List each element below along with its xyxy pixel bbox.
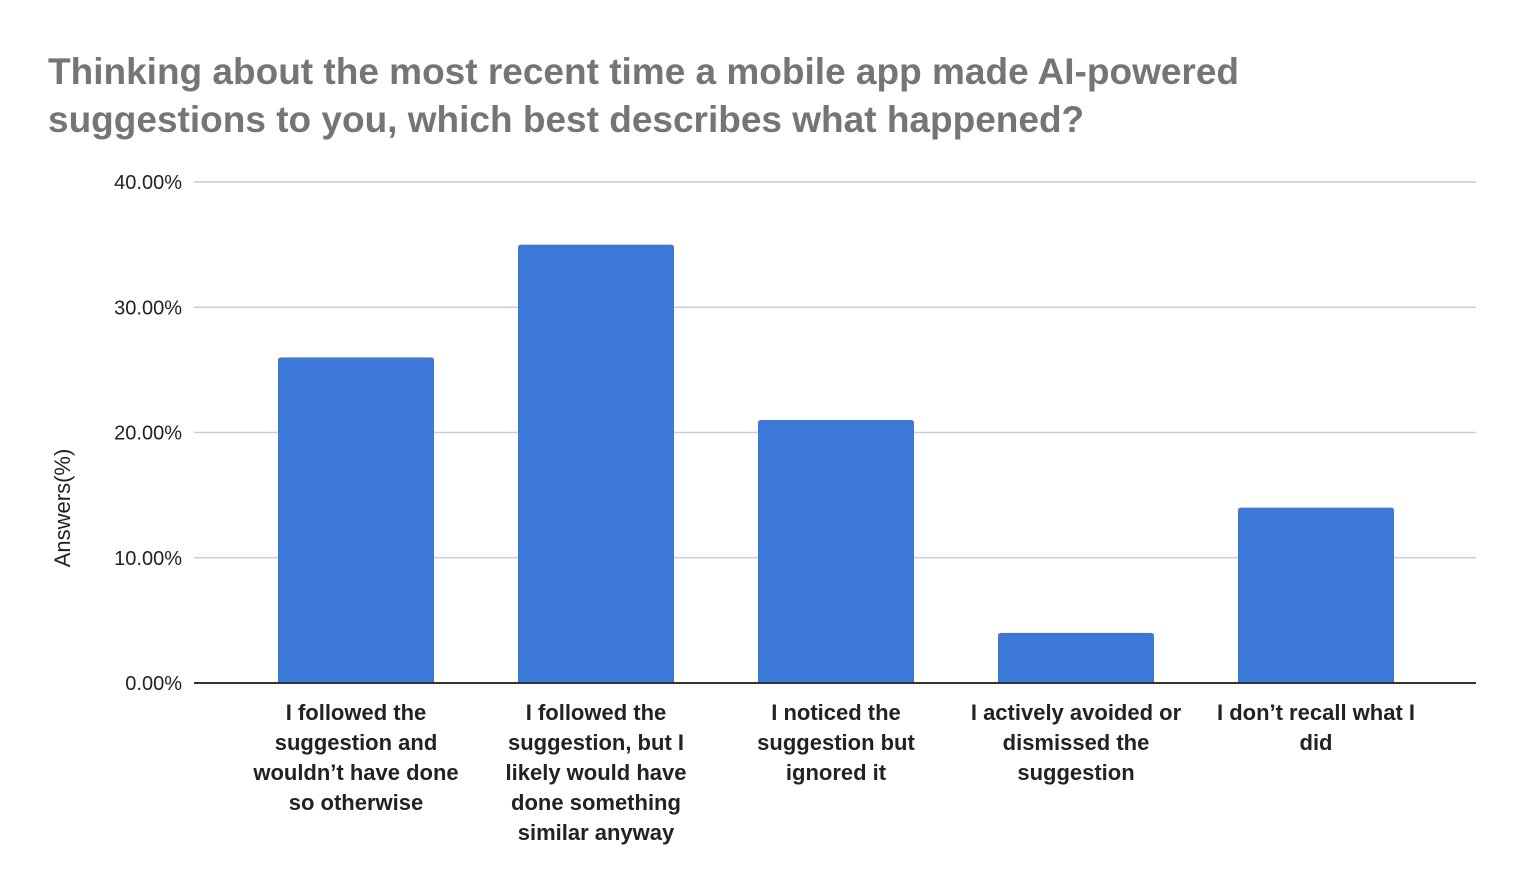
bar <box>998 632 1154 683</box>
y-tick-label: 20.00% <box>114 423 182 445</box>
x-tick-label: ignored it <box>786 760 887 785</box>
chart-title: Thinking about the most recent time a mo… <box>48 51 1240 140</box>
x-tick-label: I followed the <box>526 700 667 725</box>
x-tick-label: did <box>1300 730 1333 755</box>
y-tick-label: 0.00% <box>125 673 182 695</box>
x-tick-label: suggestion, but I <box>508 730 684 755</box>
x-tick-label: suggestion <box>1017 760 1134 785</box>
y-axis-ticks: 0.00% 10.00% 20.00% 30.00% 40.00% <box>114 172 182 695</box>
x-tick-label: I followed the <box>286 700 427 725</box>
category-labels: I followed the suggestion and wouldn’t hav… <box>252 700 1415 845</box>
x-tick-label: I actively avoided or <box>971 700 1182 725</box>
x-tick-label: I don’t recall what I <box>1217 700 1415 725</box>
y-tick-label: 10.00% <box>114 548 182 570</box>
x-tick-label: done something <box>511 790 681 815</box>
x-tick-label: suggestion but <box>757 730 915 755</box>
bar <box>1238 507 1394 683</box>
x-tick-label: similar anyway <box>518 820 675 845</box>
y-axis-title: Answers(%) <box>50 449 75 568</box>
bar <box>278 357 434 683</box>
y-tick-label: 30.00% <box>114 297 182 319</box>
x-tick-label: dismissed the <box>1003 730 1150 755</box>
x-tick-label: likely would have <box>506 760 687 785</box>
x-tick-label: suggestion and <box>275 730 438 755</box>
bar <box>758 419 914 683</box>
x-tick-label: I noticed the <box>771 700 901 725</box>
x-tick-label: so otherwise <box>289 790 423 815</box>
bars <box>278 244 1394 683</box>
x-tick-label: wouldn’t have done <box>252 760 458 785</box>
y-tick-label: 40.00% <box>114 172 182 194</box>
bar <box>518 244 674 683</box>
